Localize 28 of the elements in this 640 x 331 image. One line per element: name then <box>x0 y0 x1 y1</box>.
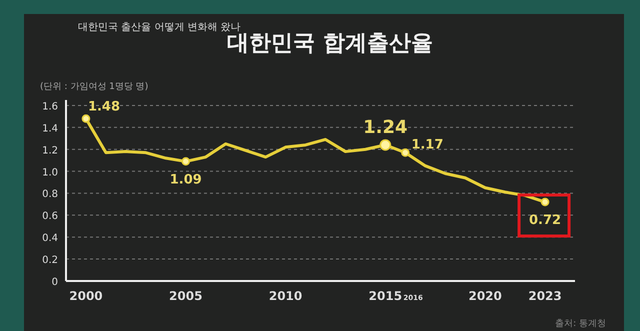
x-tick-label: 2020 <box>468 289 502 303</box>
y-tick-label: 1.6 <box>42 101 58 112</box>
y-tick-label: 0.6 <box>42 211 58 222</box>
x-tick-label: 2015 <box>368 289 402 303</box>
y-tick-label: 0.8 <box>42 189 58 200</box>
chart-title: 대한민국 합계출산율 <box>227 31 433 56</box>
y-tick-label: 0.2 <box>42 255 58 266</box>
data-label: 1.48 <box>88 100 120 115</box>
y-tick-label: 0 <box>52 277 58 288</box>
source-note: 출처: 통계청 <box>555 319 606 329</box>
data-label: 1.17 <box>411 138 444 153</box>
point <box>540 198 550 206</box>
data-label: 0.72 <box>529 213 562 228</box>
y-tick-label: 1.0 <box>42 167 58 178</box>
point <box>182 157 190 166</box>
y-tick-label: 1.2 <box>42 145 58 156</box>
data-label: 1.24 <box>363 116 408 138</box>
x-tick-label: 2010 <box>268 289 302 303</box>
x-tick-label: 2023 <box>528 289 562 303</box>
y-tick-label: 0.4 <box>42 233 58 244</box>
x-tick-label: 2005 <box>169 289 202 303</box>
y-tick-label: 1.4 <box>42 123 58 134</box>
point <box>401 148 410 157</box>
x-tick-label: 2000 <box>69 289 103 303</box>
chart-subtitle: 대한민국 출산율 어떻게 변화해 왔나 <box>78 22 241 33</box>
text: (단위 : 가임여성 1명당 명) <box>40 82 148 92</box>
data-label: 1.09 <box>170 172 202 188</box>
point <box>82 114 90 123</box>
